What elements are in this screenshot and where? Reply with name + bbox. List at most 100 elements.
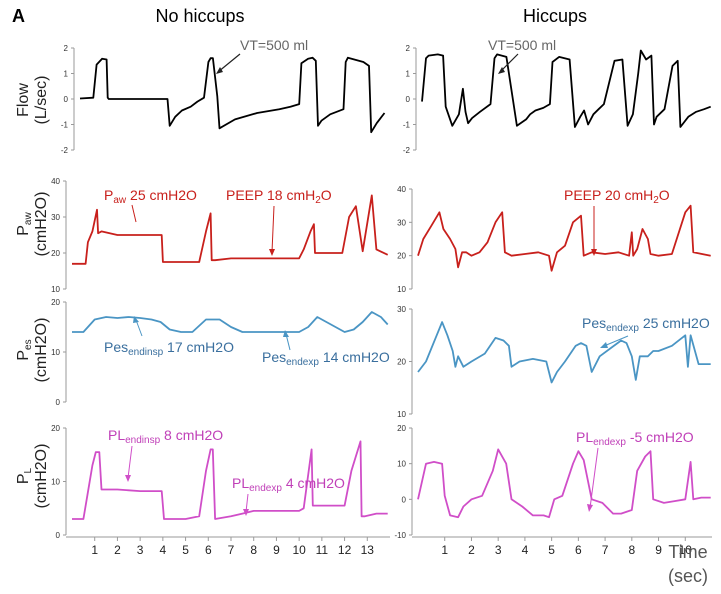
x-tick-label: 4 — [522, 543, 529, 557]
y-tick-label: 2 — [64, 44, 69, 53]
panel-label: A — [12, 6, 25, 26]
svg-text:Flow: Flow — [15, 83, 32, 117]
series-line-flow-left — [79, 56, 386, 134]
row-label-pes-sub: es — [23, 339, 34, 350]
annotation-pl-endexp-left: PLendexp 4 cmH2O — [232, 475, 345, 516]
x-tick-label: 2 — [114, 543, 121, 557]
annotation-paw-left-p: P — [104, 187, 113, 203]
y-tick-label: 20 — [397, 424, 406, 433]
annotation-pl-endinsp: PLendinsp 8 cmH2O — [108, 427, 223, 482]
series-line-paw-right — [417, 204, 711, 272]
chart-paw-hiccups: 40 30 20 10 — [397, 185, 711, 294]
svg-text:PL: PL — [15, 467, 34, 484]
y-tick-label: 10 — [51, 285, 60, 294]
y-tick-label: 30 — [397, 305, 406, 314]
annotation-vt-right-text: VT=500 ml — [488, 37, 556, 53]
y-tick-label: 40 — [397, 185, 406, 194]
annotation-pl-endexp-left-text: PL — [232, 475, 249, 491]
annotation-pl-endexp-right-value: -5 cmH2O — [626, 429, 694, 445]
y-tick-label: 0 — [56, 398, 61, 407]
svg-text:Paw: Paw — [15, 212, 34, 236]
row-label-paw-unit: (cmH2O) — [33, 192, 50, 257]
row-label-pes-main: P — [15, 350, 32, 361]
series-line-pes-left — [72, 311, 389, 333]
y-tick-label: -10 — [394, 531, 406, 540]
series-line-pes-right — [417, 321, 711, 384]
annotation-pes-endinsp-text: Pes — [104, 339, 128, 355]
annotation-pl-endinsp-value: 8 cmH2O — [160, 427, 223, 443]
row-label-paw-sub: aw — [23, 212, 34, 226]
y-tick-label: 20 — [51, 298, 60, 307]
x-tick-label: 5 — [548, 543, 555, 557]
svg-text:(cmH2O): (cmH2O) — [33, 192, 50, 257]
annotation-peep-left-sub: 2 — [315, 195, 321, 206]
y-tick-label: -1 — [403, 121, 411, 130]
svg-text:(L/sec): (L/sec) — [33, 76, 50, 125]
x-tick-label: 1 — [91, 543, 98, 557]
annotation-pes-endexp-left: Pesendexp 14 cmH2O — [262, 330, 390, 368]
annotation-paw-left-sub: aw — [113, 195, 127, 206]
chart-flow-no-hiccups: 2 1 0 -1 -2 — [61, 44, 386, 155]
column-title-no-hiccups: No hiccups — [155, 6, 244, 26]
annotation-vt-left: VT=500 ml — [216, 37, 308, 74]
svg-text:PEEP 18 cmH2O: PEEP 18 cmH2O — [226, 187, 332, 206]
x-axis-no-hiccups: 1 2 3 4 5 6 7 8 9 10 11 12 13 — [66, 536, 390, 557]
svg-text:PLendinsp 8 cmH2O: PLendinsp 8 cmH2O — [108, 427, 223, 446]
annotation-pl-endinsp-sub: endinsp — [125, 435, 160, 446]
x-tick-label: 6 — [205, 543, 212, 557]
y-tick-label: 2 — [406, 44, 411, 53]
chart-flow-hiccups: 2 1 0 -1 -2 — [403, 44, 712, 155]
y-tick-label: 10 — [397, 285, 406, 294]
series-line-flow-right — [421, 49, 712, 128]
row-label-pes-unit: (cmH2O) — [33, 318, 50, 383]
x-tick-label: 12 — [338, 543, 352, 557]
x-tick-label: 3 — [137, 543, 144, 557]
svg-text:PLendexp -5 cmH2O: PLendexp -5 cmH2O — [576, 429, 694, 448]
annotation-pl-endexp-right: PLendexp -5 cmH2O — [576, 429, 694, 512]
row-label-paw: Paw (cmH2O) — [15, 192, 50, 257]
x-tick-label: 3 — [495, 543, 502, 557]
annotation-pl-endexp-left-value: 4 cmH2O — [282, 475, 345, 491]
svg-text:PEEP 20 cmH2O: PEEP 20 cmH2O — [564, 187, 670, 206]
y-tick-label: 0 — [56, 531, 61, 540]
x-tick-label: 4 — [160, 543, 167, 557]
x-tick-label: 8 — [628, 543, 635, 557]
time-axis-unit: (sec) — [668, 566, 708, 586]
row-label-flow: Flow (L/sec) — [15, 76, 50, 125]
row-label-pes: Pes (cmH2O) — [15, 318, 50, 383]
annotation-pes-endinsp-value: 17 cmH2O — [163, 339, 234, 355]
y-tick-label: 10 — [51, 348, 60, 357]
y-tick-label: 20 — [397, 252, 406, 261]
svg-text:Pesendexp 25 cmH2O: Pesendexp 25 cmH2O — [582, 315, 710, 334]
annotation-paw-left: Paw 25 cmH2O — [104, 187, 197, 223]
y-tick-label: 1 — [406, 70, 411, 79]
annotation-peep-left: PEEP 18 cmH2O — [226, 187, 332, 256]
x-tick-label: 13 — [361, 543, 375, 557]
row-label-paw-main: P — [15, 225, 32, 236]
svg-text:Pesendexp 14 cmH2O: Pesendexp 14 cmH2O — [262, 349, 390, 368]
annotation-pes-endexp-left-text: Pes — [262, 349, 286, 365]
x-tick-label: 2 — [468, 543, 475, 557]
annotation-pl-endexp-right-sub: endexp — [593, 437, 626, 448]
x-tick-label: 10 — [679, 543, 693, 557]
svg-text:Paw 25 cmH2O: Paw 25 cmH2O — [104, 187, 197, 206]
row-label-pl-main: P — [15, 473, 32, 484]
svg-text:(cmH2O): (cmH2O) — [33, 318, 50, 383]
svg-text:Pes: Pes — [15, 339, 34, 360]
chart-pes-hiccups: 30 20 10 — [397, 305, 711, 419]
svg-text:Pesendinsp 17 cmH2O: Pesendinsp 17 cmH2O — [104, 339, 234, 358]
annotation-pes-endexp-right-value: 25 cmH2O — [639, 315, 710, 331]
x-axis-hiccups: 1 2 3 4 5 6 7 8 9 10 — [412, 536, 712, 557]
y-tick-label: -1 — [61, 121, 69, 130]
y-tick-label: 40 — [51, 177, 60, 186]
annotation-pes-endexp-left-sub: endexp — [286, 357, 319, 368]
annotation-pes-endinsp-sub: endinsp — [128, 347, 163, 358]
x-tick-label: 5 — [182, 543, 189, 557]
y-tick-label: 0 — [64, 95, 69, 104]
y-tick-label: 20 — [397, 358, 406, 367]
annotation-vt-right: VT=500 ml — [488, 37, 556, 74]
row-label-pl-unit: (cmH2O) — [33, 444, 50, 509]
annotation-pes-endinsp: Pesendinsp 17 cmH2O — [104, 316, 234, 358]
series-line-pl-left — [72, 440, 388, 520]
y-tick-label: 10 — [397, 460, 406, 469]
